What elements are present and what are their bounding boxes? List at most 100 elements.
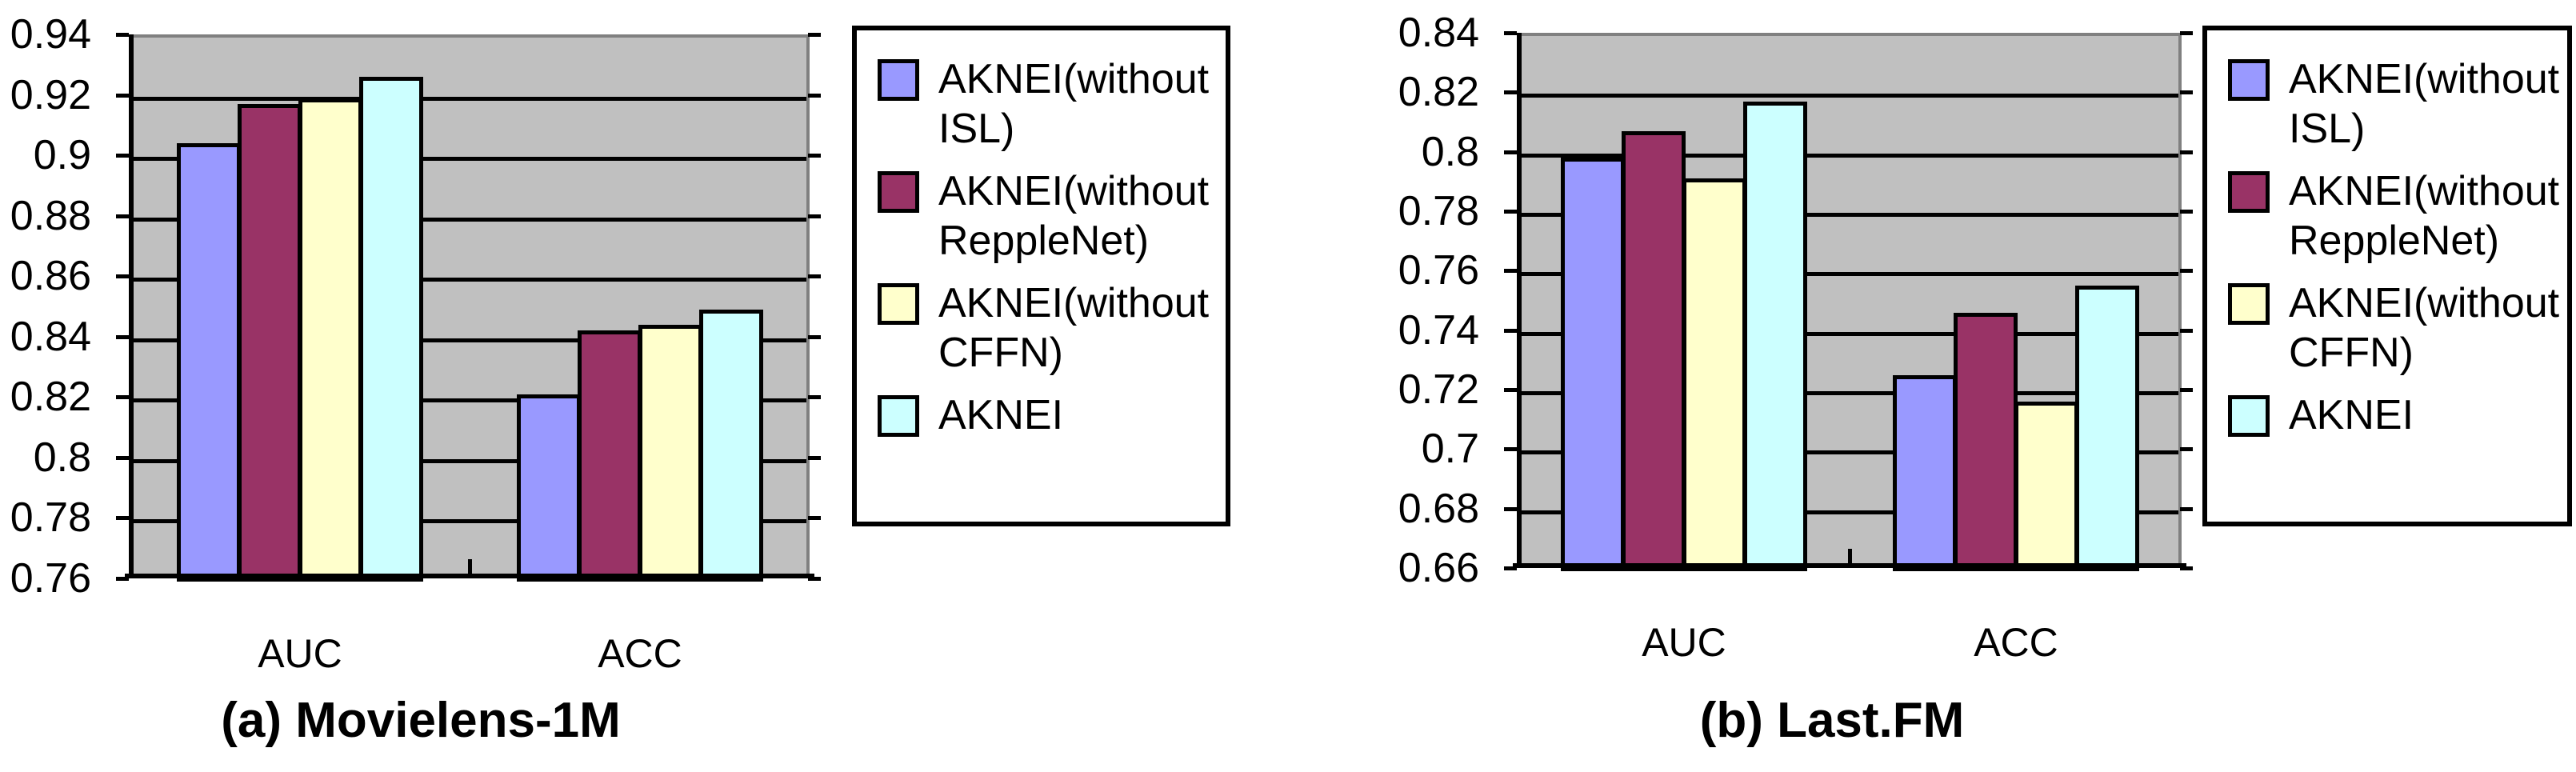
gridline <box>1518 272 2178 276</box>
bar <box>238 104 302 582</box>
bar <box>359 77 423 582</box>
y-axis-tick-right <box>808 456 821 460</box>
y-axis-tick <box>116 395 129 399</box>
chart-caption: (a) Movielens-1M <box>221 693 621 748</box>
y-tick-label: 0.82 <box>1398 69 1479 115</box>
y-axis-tick-right <box>2180 507 2193 511</box>
y-axis-tick-right <box>2180 447 2193 451</box>
y-axis-tick <box>1504 90 1517 94</box>
gridline <box>130 459 806 463</box>
legend-label: AKNEI(without ReppleNet) <box>938 168 1210 264</box>
legend-label: AKNEI <box>2289 392 2414 438</box>
gridline <box>1518 510 2178 514</box>
legend-label: AKNEI(without ISL) <box>2289 56 2560 152</box>
gridline <box>1518 391 2178 395</box>
y-tick-label: 0.78 <box>10 494 91 541</box>
bar <box>298 98 362 582</box>
bar <box>578 330 642 582</box>
y-tick-label: 0.84 <box>1398 10 1479 56</box>
y-axis-tick-right <box>2180 210 2193 214</box>
y-tick-label: 0.68 <box>1398 486 1479 532</box>
y-axis-tick <box>116 335 129 339</box>
y-axis-tick <box>116 577 129 581</box>
y-tick-label: 0.66 <box>1398 545 1479 591</box>
legend-entry: AKNEI <box>878 390 1226 440</box>
y-tick-label: 0.78 <box>1398 188 1479 234</box>
legend-label: AKNEI(without CFFN) <box>2289 280 2560 376</box>
x-axis-line <box>125 574 814 578</box>
y-axis-tick-right <box>2180 566 2193 570</box>
x-category-label: ACC <box>1974 620 2058 665</box>
bar <box>517 394 581 582</box>
y-axis-tick <box>1504 388 1517 392</box>
y-axis-line <box>129 34 134 578</box>
y-tick-label: 0.88 <box>10 193 91 239</box>
gridline <box>1518 332 2178 336</box>
legend-swatch <box>2228 59 2270 101</box>
y-axis-tick-right <box>808 395 821 399</box>
legend-label: AKNEI(without ISL) <box>938 56 1210 152</box>
bar <box>177 143 241 582</box>
legend-label: AKNEI(without ReppleNet) <box>2289 168 2560 264</box>
legend-swatch <box>2228 171 2270 213</box>
y-axis-tick-right <box>2180 329 2193 333</box>
y-axis-tick-right <box>808 214 821 218</box>
gridline <box>1518 154 2178 158</box>
gridline <box>130 278 806 282</box>
y-axis-tick <box>1504 31 1517 35</box>
legend-entry: AKNEI(without ReppleNet) <box>2228 166 2567 266</box>
y-axis-tick-right <box>808 335 821 339</box>
y-axis-tick <box>116 33 129 37</box>
y-tick-label: 0.82 <box>10 374 91 420</box>
y-axis-tick-right <box>808 33 821 37</box>
bar <box>2075 286 2139 571</box>
legend-entry: AKNEI <box>2228 390 2567 440</box>
legend-swatch <box>878 59 919 101</box>
chart-caption: (b) Last.FM <box>1699 693 1965 748</box>
gridline <box>130 218 806 222</box>
y-axis-tick <box>116 214 129 218</box>
legend-swatch <box>878 283 919 325</box>
y-axis-tick <box>116 274 129 278</box>
legend-entry: AKNEI(without ISL) <box>2228 54 2567 154</box>
bar <box>1682 178 1746 571</box>
y-axis-tick-right <box>2180 388 2193 392</box>
gridline <box>130 519 806 523</box>
y-axis-tick-right <box>808 154 821 158</box>
bar <box>1954 313 2018 571</box>
y-tick-label: 0.7 <box>1421 426 1479 472</box>
legend-entry: AKNEI(without CFFN) <box>878 278 1226 378</box>
y-tick-label: 0.72 <box>1398 366 1479 413</box>
y-tick-label: 0.8 <box>33 434 91 481</box>
bar <box>2014 402 2078 571</box>
x-axis-line <box>1513 563 2186 568</box>
y-axis-line <box>1517 33 1522 568</box>
y-tick-label: 0.84 <box>10 314 91 360</box>
gridline <box>1518 213 2178 217</box>
y-tick-label: 0.94 <box>10 11 91 58</box>
legend: AKNEI(without ISL) AKNEI(without ReppleNe… <box>2202 26 2572 526</box>
bar <box>699 310 763 582</box>
y-tick-label: 0.9 <box>33 132 91 178</box>
legend: AKNEI(without ISL) AKNEI(without ReppleNe… <box>852 26 1230 526</box>
x-category-label: AUC <box>1642 620 1726 665</box>
y-tick-label: 0.86 <box>10 253 91 299</box>
y-axis-tick <box>1504 150 1517 154</box>
bar <box>1622 131 1686 571</box>
legend-label: AKNEI(without CFFN) <box>938 280 1210 376</box>
plot-area <box>130 34 810 582</box>
plot-area <box>1518 33 2182 571</box>
y-axis-tick <box>1504 566 1517 570</box>
x-category-label: AUC <box>258 631 342 676</box>
x-category-label: ACC <box>598 631 682 676</box>
y-tick-label: 0.76 <box>1398 247 1479 294</box>
y-axis-tick-right <box>808 94 821 98</box>
y-axis-tick-right <box>2180 31 2193 35</box>
y-axis-tick-right <box>2180 150 2193 154</box>
bar <box>1561 158 1625 571</box>
y-tick-label: 0.76 <box>10 555 91 602</box>
gridline <box>130 97 806 101</box>
gridline <box>1518 94 2178 98</box>
legend-entry: AKNEI(without CFFN) <box>2228 278 2567 378</box>
y-axis-tick-right <box>808 577 821 581</box>
